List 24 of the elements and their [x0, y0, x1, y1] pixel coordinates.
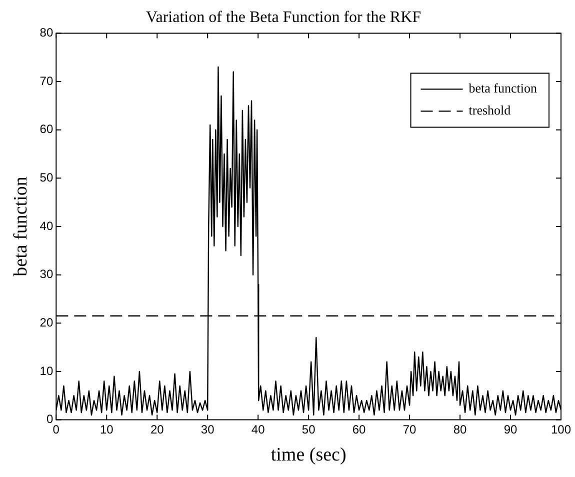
legend-label: treshold	[468, 102, 512, 118]
x-tick-label: 30	[200, 422, 215, 436]
x-tick-label: 60	[352, 422, 366, 436]
y-tick-label: 70	[40, 74, 54, 88]
y-tick-label: 40	[40, 218, 54, 233]
y-tick-label: 80	[40, 26, 54, 40]
y-tick-label: 50	[40, 170, 54, 184]
legend-label: beta function	[468, 80, 538, 96]
x-axis-title: time (sec)	[270, 444, 346, 466]
y-tick-label: 30	[40, 267, 54, 282]
x-tick-label: 40	[251, 422, 266, 436]
chart-title: Variation of the Beta Function for the RKF	[146, 8, 422, 26]
y-tick-label: 20	[40, 315, 54, 330]
x-tick-label: 50	[302, 422, 316, 436]
x-tick-label: 20	[150, 422, 164, 436]
x-tick-label: 90	[504, 422, 518, 436]
x-tick-label: 10	[100, 422, 114, 436]
x-tick-label: 100	[550, 422, 572, 436]
y-tick-label: 10	[40, 364, 54, 378]
x-tick-label: 80	[453, 422, 468, 436]
y-axis-title: beta function	[10, 176, 32, 276]
y-tick-label: 0	[46, 412, 54, 426]
y-tick-label: 60	[40, 122, 54, 136]
x-tick-label: 70	[402, 422, 417, 436]
